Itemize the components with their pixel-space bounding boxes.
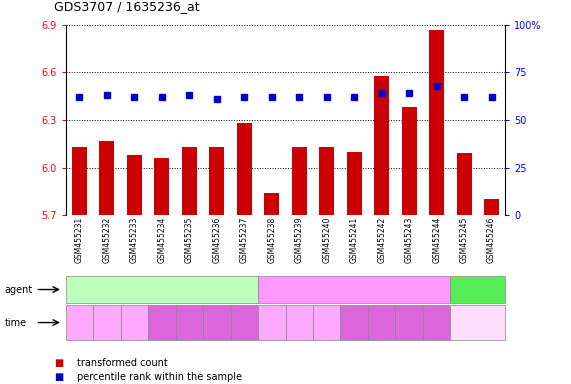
Bar (209, 147, 224, 215)
Text: transformed count: transformed count (77, 358, 168, 368)
Text: 150
min: 150 min (375, 316, 388, 329)
Bar (127, 155, 142, 215)
Text: percentile rank within the sample: percentile rank within the sample (77, 372, 242, 382)
Bar (319, 147, 334, 215)
Text: 60
min: 60 min (98, 313, 115, 332)
Text: 240
min: 240 min (430, 316, 443, 329)
Bar (401, 107, 417, 215)
Text: ■: ■ (54, 358, 63, 368)
Bar (292, 147, 307, 215)
Bar (347, 152, 362, 215)
Text: 30
min: 30 min (263, 313, 280, 332)
Bar (182, 147, 197, 215)
Bar (374, 76, 389, 215)
Text: untreated: untreated (454, 285, 502, 295)
Text: agent: agent (5, 285, 33, 295)
Text: control: control (461, 318, 494, 328)
Bar (264, 193, 279, 215)
Text: 150
min: 150 min (183, 316, 196, 329)
Bar (484, 199, 499, 215)
Text: 210
min: 210 min (403, 316, 416, 329)
Text: 30
min: 30 min (71, 313, 88, 332)
Text: GDS3707 / 1635236_at: GDS3707 / 1635236_at (54, 0, 200, 13)
Text: 120
min: 120 min (155, 316, 168, 329)
Text: ethanol: ethanol (336, 285, 373, 295)
Bar (99, 141, 114, 215)
Text: humidified air: humidified air (128, 285, 196, 295)
Text: 60
min: 60 min (291, 313, 308, 332)
Bar (72, 147, 87, 215)
Text: 90
min: 90 min (126, 313, 143, 332)
Bar (237, 123, 252, 215)
Text: 210
min: 210 min (210, 316, 223, 329)
Bar (429, 30, 444, 215)
Text: 120
min: 120 min (348, 316, 361, 329)
Bar (457, 153, 472, 215)
Text: 90
min: 90 min (318, 313, 335, 332)
Text: 240
min: 240 min (238, 316, 251, 329)
Text: time: time (5, 318, 27, 328)
Text: ■: ■ (54, 372, 63, 382)
Bar (154, 158, 170, 215)
